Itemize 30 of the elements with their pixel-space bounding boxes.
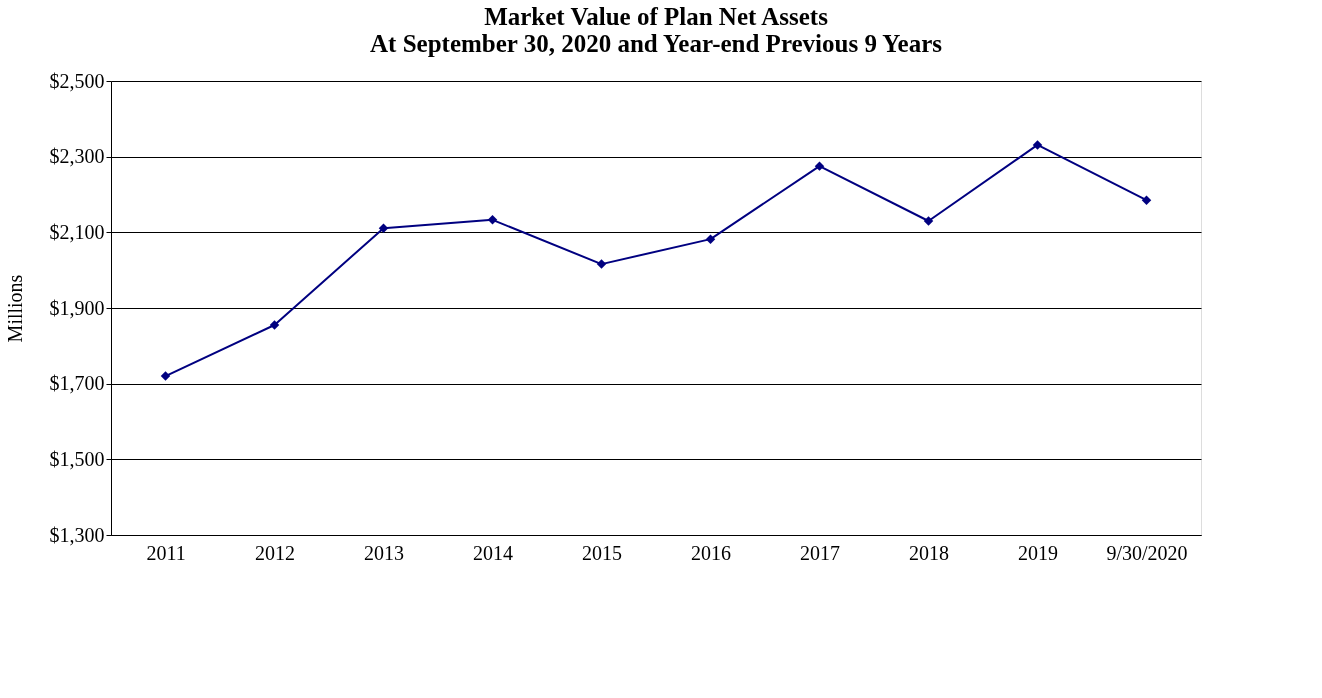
x-tick-label: 2019: [1018, 541, 1058, 564]
text: Market Value of Plan Net Assets: [484, 3, 828, 30]
point: [1032, 140, 1043, 150]
point: [814, 161, 825, 171]
x-tick-label: 2016: [691, 541, 731, 564]
y-tick-label: $1,700: [49, 372, 105, 395]
x-tick-label: 2015: [582, 541, 622, 564]
point: [596, 259, 607, 269]
y-tick-label: $1,900: [49, 296, 105, 319]
x-tick-label: 2012: [255, 541, 295, 564]
point: [923, 216, 934, 226]
point: [269, 320, 280, 330]
y-tick-label: $2,100: [49, 220, 105, 243]
y-tick-label: $2,500: [49, 69, 105, 92]
y-tick-label: $1,500: [49, 447, 105, 470]
text: At September 30, 2020 and Year-end Previous 9 Years: [370, 30, 942, 57]
y-tick-label: $1,300: [49, 523, 105, 546]
point: [378, 223, 389, 233]
x-tick-label: 2014: [473, 541, 513, 564]
y-axis-title: Millions: [3, 274, 26, 343]
x-tick-label: 9/30/2020: [1106, 541, 1188, 564]
point: [160, 371, 171, 381]
x-tick-label: 2017: [800, 541, 840, 564]
point: [705, 234, 716, 244]
x-tick-label: 2013: [364, 541, 404, 564]
point: [1141, 195, 1152, 205]
y-tick-label: $2,300: [49, 145, 105, 168]
point: [487, 215, 498, 225]
x-tick-label: 2011: [146, 541, 186, 564]
x-tick-label: 2018: [909, 541, 949, 564]
